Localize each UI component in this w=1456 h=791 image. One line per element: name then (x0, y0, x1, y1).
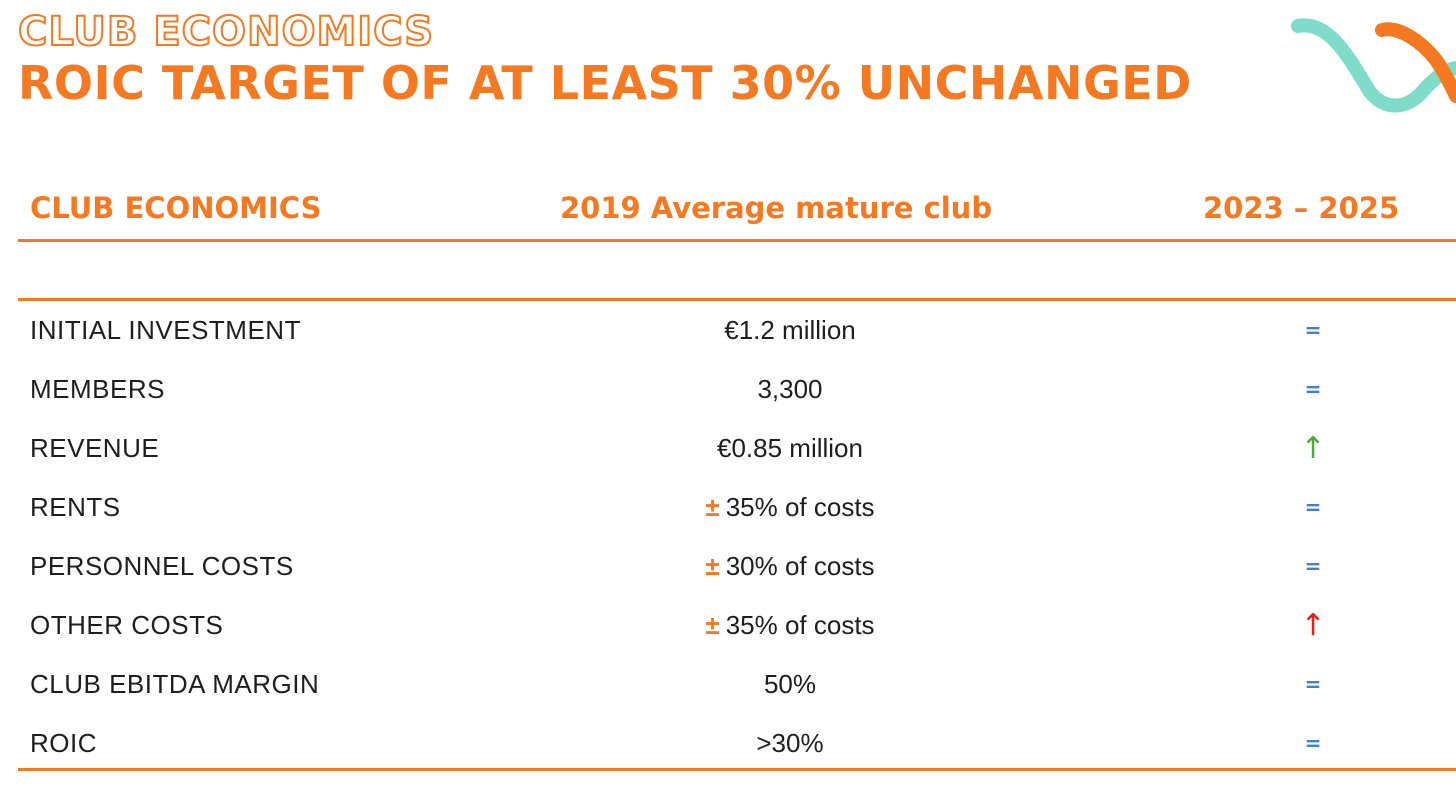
row-label: INITIAL INVESTMENT (30, 315, 301, 345)
wave-decoration-icon (1291, 18, 1456, 113)
header-divider (18, 239, 1456, 242)
row-label: ROIC (30, 728, 97, 758)
row-value-text: 50% (763, 669, 817, 699)
column-header-2019: 2019 Average mature club (560, 191, 993, 225)
row-value-2019: 50% (560, 655, 1020, 714)
table-row: CLUB EBITDA MARGIN 50% = (0, 655, 1456, 714)
equal-sign-icon: = (1304, 554, 1322, 578)
row-value-2019: 3,300 (560, 360, 1020, 419)
plus-minus-icon: ± (705, 610, 720, 640)
row-value-2019: €1.2 million (560, 301, 1020, 360)
equal-sign-icon: = (1304, 495, 1322, 519)
table-row: MEMBERS 3,300 = (0, 360, 1456, 419)
table-row: RENTS ±35% of costs = (0, 478, 1456, 537)
row-label: MEMBERS (30, 374, 165, 404)
equal-sign-icon: = (1304, 672, 1322, 696)
equal-sign-icon: = (1304, 731, 1322, 755)
row-label: CLUB EBITDA MARGIN (30, 669, 320, 699)
plus-minus-icon: ± (705, 492, 720, 522)
row-value-2019: ±30% of costs (560, 537, 1020, 596)
arrow-up-icon: ↑ (1300, 608, 1326, 643)
table-row: INITIAL INVESTMENT €1.2 million = (0, 301, 1456, 360)
row-value-text: 3,300 (757, 374, 823, 404)
equal-sign-icon: = (1304, 318, 1322, 342)
row-value-text: 30% of costs (725, 551, 875, 581)
row-value-text: €0.85 million (717, 433, 863, 463)
row-value-text: 35% of costs (725, 492, 875, 522)
row-value-2019: €0.85 million (560, 419, 1020, 478)
row-value-text: €1.2 million (724, 315, 856, 345)
arrow-up-icon: ↑ (1300, 431, 1326, 466)
row-value-text: 35% of costs (725, 610, 875, 640)
column-header-metric: CLUB ECONOMICS (30, 191, 322, 225)
row-label: RENTS (30, 492, 121, 522)
plus-minus-icon: ± (705, 551, 720, 581)
table-row: PERSONNEL COSTS ±30% of costs = (0, 537, 1456, 596)
row-label: PERSONNEL COSTS (30, 551, 294, 581)
table-bottom-divider (18, 768, 1456, 771)
row-value-2019: ±35% of costs (560, 596, 1020, 655)
table-top-divider (18, 298, 1456, 301)
row-label: OTHER COSTS (30, 610, 224, 640)
table-row: REVENUE €0.85 million ↑ (0, 419, 1456, 478)
table-row: OTHER COSTS ±35% of costs ↑ (0, 596, 1456, 655)
table-row: ROIC >30% = (0, 714, 1456, 773)
column-header-2023-2025: 2023 – 2025 (1203, 191, 1400, 225)
row-value-2019: >30% (560, 714, 1020, 773)
equal-sign-icon: = (1304, 377, 1322, 401)
row-label: REVENUE (30, 433, 160, 463)
row-value-text: >30% (756, 728, 824, 758)
section-eyebrow: CLUB ECONOMICS (17, 9, 435, 55)
page-title: ROIC TARGET OF AT LEAST 30% UNCHANGED (18, 56, 1192, 110)
row-value-2019: ±35% of costs (560, 478, 1020, 537)
